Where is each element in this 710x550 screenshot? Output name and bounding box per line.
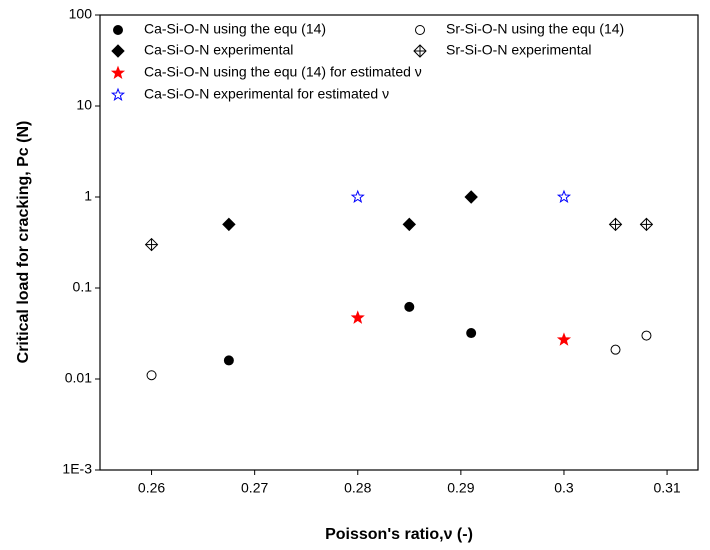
data-point <box>222 217 236 232</box>
marker-shape <box>641 330 652 341</box>
legend-label: Sr-Si-O-N experimental <box>446 42 591 58</box>
marker-shape <box>113 25 123 35</box>
data-point <box>144 237 159 252</box>
legend-marker <box>111 44 125 58</box>
marker-shape <box>222 217 236 232</box>
marker-shape <box>464 190 478 204</box>
data-point <box>610 344 621 355</box>
data-point <box>464 190 478 204</box>
x-tick-label: 0.31 <box>653 480 680 496</box>
y-tick-label: 0.1 <box>73 279 93 295</box>
legend-marker <box>113 25 123 35</box>
data-point <box>466 328 477 339</box>
legend-label: Ca-Si-O-N using the equ (14) <box>144 21 326 37</box>
legend-marker <box>415 25 425 35</box>
x-tick-label: 0.3 <box>554 480 574 496</box>
marker-shape <box>404 301 415 312</box>
x-tick-label: 0.26 <box>138 480 165 496</box>
legend-marker <box>110 65 126 80</box>
data-point <box>350 189 365 204</box>
marker-shape <box>110 65 126 80</box>
marker-shape <box>350 189 365 204</box>
data-point <box>404 301 415 312</box>
data-point <box>402 217 417 232</box>
y-tick-label: 0.01 <box>65 370 92 386</box>
plot-frame <box>99 14 699 471</box>
data-point <box>641 330 652 341</box>
data-point <box>556 189 572 204</box>
legend-label: Sr-Si-O-N using the equ (14) <box>446 21 624 37</box>
data-point <box>556 332 572 346</box>
marker-shape <box>111 44 125 58</box>
legend-label: Ca-Si-O-N experimental <box>144 42 293 58</box>
data-point <box>639 217 654 232</box>
legend-marker <box>413 44 427 58</box>
data-point <box>608 217 623 232</box>
legend-label: Ca-Si-O-N using the equ (14) for estimat… <box>144 64 422 80</box>
x-tick-label: 0.27 <box>241 480 268 496</box>
marker-shape <box>556 189 572 204</box>
marker-shape <box>110 87 126 102</box>
marker-shape <box>402 217 417 232</box>
y-tick-label: 1E-3 <box>62 461 92 477</box>
y-tick-label: 10 <box>76 97 92 113</box>
data-point <box>146 370 157 381</box>
data-point <box>223 355 234 366</box>
marker-shape <box>466 328 477 339</box>
y-axis-label: Critical load for cracking, Pc (N) <box>15 121 32 364</box>
x-axis-label: Poisson's ratio,ν (-) <box>325 526 473 543</box>
marker-shape <box>556 332 572 346</box>
marker-shape <box>415 25 425 35</box>
y-tick-label: 100 <box>69 6 93 22</box>
legend-label: Ca-Si-O-N experimental for estimated ν <box>144 86 389 102</box>
marker-shape <box>610 344 621 355</box>
marker-shape <box>146 370 157 381</box>
marker-shape <box>350 310 365 324</box>
x-tick-label: 0.28 <box>344 480 371 496</box>
x-tick-label: 0.29 <box>447 480 474 496</box>
data-point <box>350 310 365 324</box>
marker-shape <box>223 355 234 366</box>
legend-marker <box>110 87 126 102</box>
y-tick-label: 1 <box>84 188 92 204</box>
